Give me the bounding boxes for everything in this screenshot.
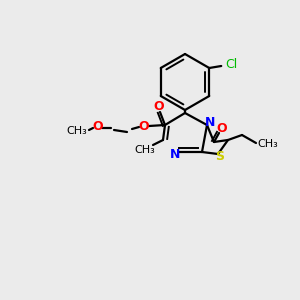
Text: CH₃: CH₃: [258, 139, 278, 149]
Text: O: O: [93, 121, 103, 134]
Text: CH₃: CH₃: [135, 145, 155, 155]
Text: N: N: [170, 148, 180, 161]
Text: O: O: [217, 122, 227, 136]
Text: S: S: [215, 151, 224, 164]
Text: O: O: [154, 100, 164, 113]
Text: N: N: [205, 116, 215, 130]
Text: Cl: Cl: [225, 58, 237, 70]
Text: O: O: [139, 121, 149, 134]
Text: CH₃: CH₃: [67, 126, 87, 136]
